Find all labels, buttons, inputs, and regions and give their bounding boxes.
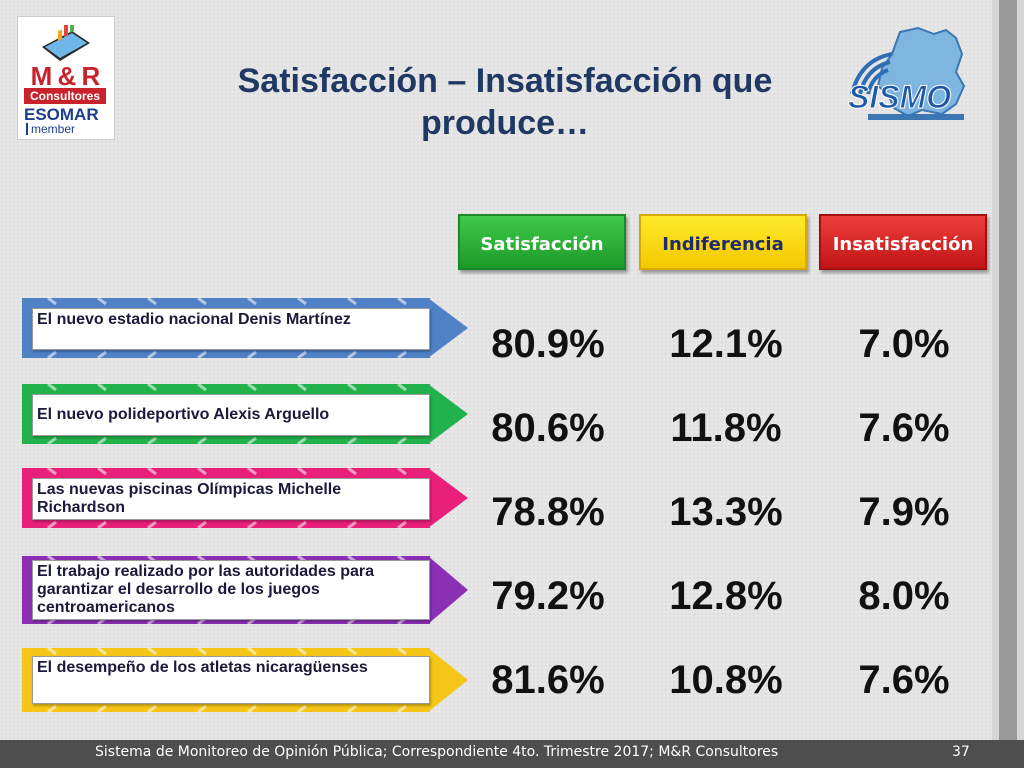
footer-bar	[0, 740, 1024, 768]
row-label: Las nuevas piscinas Olímpicas Michelle R…	[32, 478, 430, 520]
value-satisfaccion: 80.6%	[491, 406, 605, 450]
mr-consultores-logo: M & R Consultores ESOMAR member	[17, 16, 115, 140]
slide-title: Satisfacción – Insatisfacción que produc…	[237, 62, 773, 142]
slide-right-shadow	[999, 0, 1017, 740]
logo-member-text: member	[26, 123, 75, 135]
value-insatisfaccion: 7.6%	[858, 406, 950, 450]
logo-esomar-text: ESOMAR	[24, 105, 99, 124]
header-satisfaccion: Satisfacción	[458, 214, 626, 270]
value-insatisfaccion: 8.0%	[858, 574, 950, 618]
tablet-chart-icon	[42, 25, 90, 61]
value-indiferencia: 12.1%	[669, 322, 783, 366]
value-insatisfaccion: 7.0%	[858, 322, 950, 366]
row-label: El nuevo estadio nacional Denis Martínez	[32, 308, 430, 350]
value-indiferencia: 11.8%	[670, 406, 782, 450]
sismo-logo-text: SISMO	[848, 79, 951, 115]
sismo-logo: SISMO	[848, 26, 966, 120]
value-insatisfaccion: 7.6%	[858, 658, 950, 702]
logo-mr-text: M & R	[30, 61, 101, 91]
footer-text: Sistema de Monitoreo de Opinión Pública;…	[95, 744, 779, 760]
row-atletas: El desempeño de los atletas nicaragüense…	[18, 646, 468, 714]
value-indiferencia: 10.8%	[669, 658, 783, 702]
value-satisfaccion: 80.9%	[491, 322, 605, 366]
value-indiferencia: 12.8%	[669, 574, 783, 618]
value-satisfaccion: 79.2%	[491, 574, 605, 618]
row-piscinas: Las nuevas piscinas Olímpicas Michelle R…	[18, 466, 468, 530]
value-indiferencia: 13.3%	[669, 490, 783, 534]
header-insatisfaccion: Insatisfacción	[819, 214, 987, 270]
header-indiferencia: Indiferencia	[639, 214, 807, 270]
row-estadio: El nuevo estadio nacional Denis Martínez	[18, 296, 468, 360]
logo-consultores-text: Consultores	[24, 88, 106, 104]
value-insatisfaccion: 7.9%	[858, 490, 950, 534]
value-satisfaccion: 81.6%	[491, 658, 605, 702]
row-autoridades: El trabajo realizado por las autoridades…	[18, 554, 468, 626]
row-label: El trabajo realizado por las autoridades…	[32, 560, 430, 620]
value-satisfaccion: 78.8%	[491, 490, 605, 534]
row-label: El desempeño de los atletas nicaragüense…	[32, 656, 430, 704]
page-number: 37	[952, 744, 970, 760]
row-polideportivo: El nuevo polideportivo Alexis Arguello	[18, 382, 468, 446]
row-label: El nuevo polideportivo Alexis Arguello	[32, 394, 430, 436]
